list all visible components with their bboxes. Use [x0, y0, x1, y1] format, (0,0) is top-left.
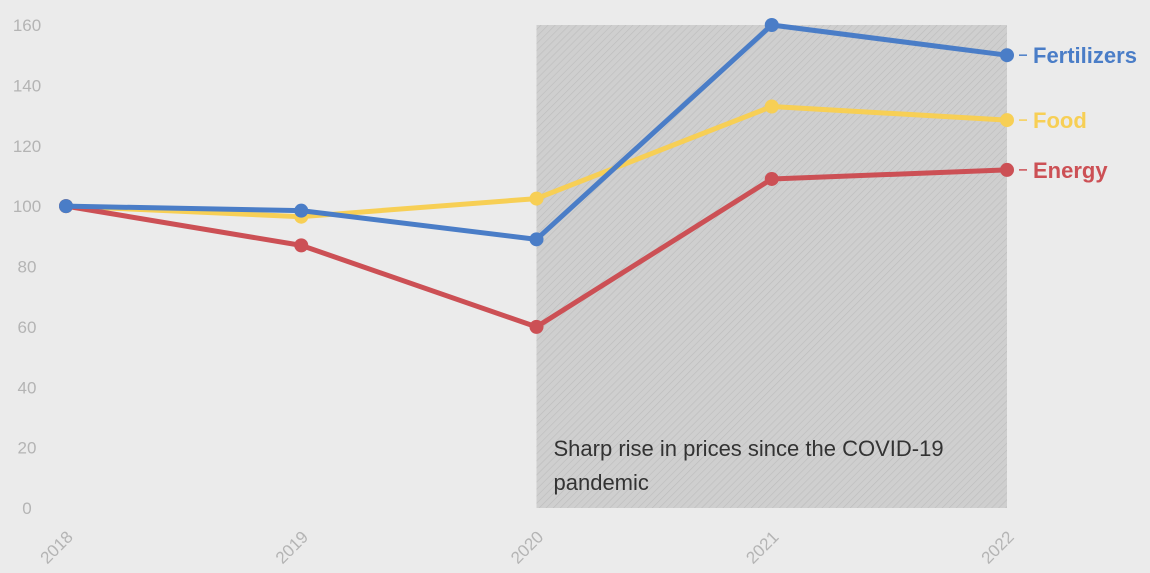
data-point-food [1000, 113, 1014, 128]
series-label-fertilizers: Fertilizers [1033, 43, 1137, 68]
series-label-layer: Food Energy Fertilizers [1019, 43, 1137, 183]
series-label-food: Food [1033, 108, 1087, 133]
y-tick-label: 140 [13, 76, 41, 95]
annotation-line: Sharp rise in prices since the COVID-19 [554, 436, 944, 461]
data-point-fertilizers [59, 199, 73, 214]
data-point-fertilizers [1000, 48, 1014, 63]
x-tick-label: 2018 [37, 527, 77, 567]
y-tick-label: 60 [18, 318, 37, 337]
x-tick-label: 2021 [742, 527, 782, 567]
x-tick-label: 2019 [272, 527, 312, 567]
highlight-region-layer: Sharp rise in prices since the COVID-19 p… [536, 25, 1007, 508]
data-point-food [529, 191, 544, 206]
data-point-energy [294, 238, 309, 253]
data-point-fertilizers [294, 203, 309, 218]
y-tick-label: 20 [18, 439, 37, 458]
data-point-energy [1000, 162, 1014, 177]
y-tick-label: 40 [18, 378, 37, 397]
y-tick-label: 80 [18, 258, 37, 277]
data-point-energy [529, 319, 544, 334]
y-tick-label: 100 [13, 197, 41, 216]
y-tick-label: 160 [13, 16, 41, 35]
series-layer [59, 18, 1014, 334]
annotation-line: pandemic [554, 470, 649, 495]
data-point-fertilizers [764, 18, 779, 32]
series-label-energy: Energy [1033, 158, 1108, 183]
x-tick-label: 2022 [978, 527, 1018, 567]
y-tick-label: 0 [22, 499, 31, 518]
y-tick-label: 120 [13, 137, 41, 156]
data-point-fertilizers [529, 232, 544, 247]
data-point-food [764, 99, 779, 114]
x-tick-label: 2020 [507, 527, 547, 567]
data-point-energy [764, 171, 779, 186]
